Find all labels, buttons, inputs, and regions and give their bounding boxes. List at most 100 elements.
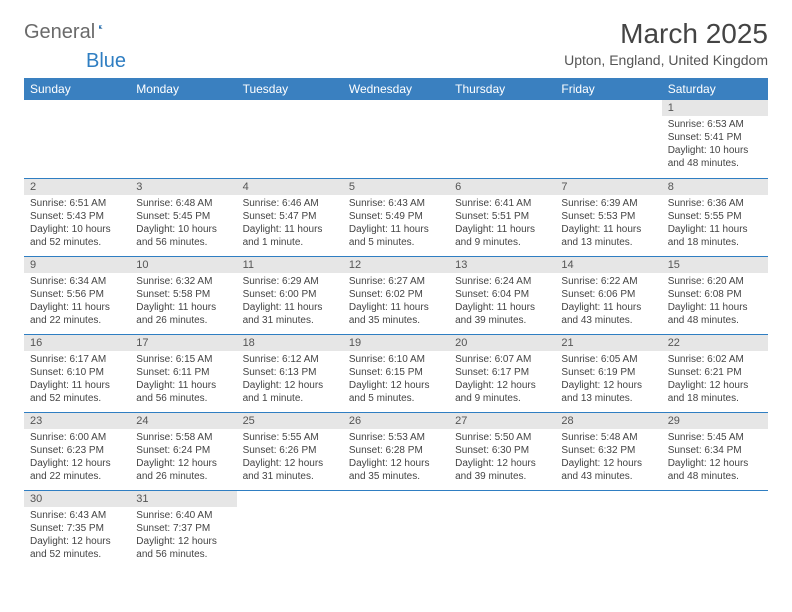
day-details: Sunrise: 5:55 AMSunset: 6:26 PMDaylight:… xyxy=(237,429,343,487)
day-details: Sunrise: 5:45 AMSunset: 6:34 PMDaylight:… xyxy=(662,429,768,487)
sunset-text: Sunset: 5:53 PM xyxy=(561,210,655,223)
daylight2-text: and 13 minutes. xyxy=(561,392,655,405)
sunset-text: Sunset: 6:11 PM xyxy=(136,366,230,379)
day-number: 28 xyxy=(555,413,661,429)
sunset-text: Sunset: 5:55 PM xyxy=(668,210,762,223)
daylight1-text: Daylight: 11 hours xyxy=(243,223,337,236)
calendar-table: SundayMondayTuesdayWednesdayThursdayFrid… xyxy=(24,78,768,568)
week-row: 23Sunrise: 6:00 AMSunset: 6:23 PMDayligh… xyxy=(24,412,768,490)
day-details: Sunrise: 5:53 AMSunset: 6:28 PMDaylight:… xyxy=(343,429,449,487)
sunrise-text: Sunrise: 5:50 AM xyxy=(455,431,549,444)
calendar-body: 1Sunrise: 6:53 AMSunset: 5:41 PMDaylight… xyxy=(24,100,768,568)
daylight1-text: Daylight: 11 hours xyxy=(136,379,230,392)
day-cell: 14Sunrise: 6:22 AMSunset: 6:06 PMDayligh… xyxy=(555,256,661,334)
sunset-text: Sunset: 6:06 PM xyxy=(561,288,655,301)
month-title: March 2025 xyxy=(564,18,768,50)
sunrise-text: Sunrise: 6:43 AM xyxy=(349,197,443,210)
daylight1-text: Daylight: 11 hours xyxy=(349,301,443,314)
sunrise-text: Sunrise: 6:40 AM xyxy=(136,509,230,522)
daylight2-text: and 18 minutes. xyxy=(668,236,762,249)
day-details: Sunrise: 6:05 AMSunset: 6:19 PMDaylight:… xyxy=(555,351,661,409)
sunrise-text: Sunrise: 6:05 AM xyxy=(561,353,655,366)
brand-logo: General xyxy=(24,18,123,46)
daylight2-text: and 43 minutes. xyxy=(561,314,655,327)
day-number: 30 xyxy=(24,491,130,507)
day-details: Sunrise: 6:12 AMSunset: 6:13 PMDaylight:… xyxy=(237,351,343,409)
week-row: 16Sunrise: 6:17 AMSunset: 6:10 PMDayligh… xyxy=(24,334,768,412)
daylight1-text: Daylight: 12 hours xyxy=(30,457,124,470)
day-cell: 9Sunrise: 6:34 AMSunset: 5:56 PMDaylight… xyxy=(24,256,130,334)
daylight2-text: and 35 minutes. xyxy=(349,314,443,327)
daylight1-text: Daylight: 11 hours xyxy=(30,301,124,314)
sunset-text: Sunset: 6:32 PM xyxy=(561,444,655,457)
daylight1-text: Daylight: 12 hours xyxy=(349,457,443,470)
daylight1-text: Daylight: 10 hours xyxy=(668,144,762,157)
daylight1-text: Daylight: 11 hours xyxy=(668,223,762,236)
day-details: Sunrise: 6:43 AMSunset: 7:35 PMDaylight:… xyxy=(24,507,130,565)
day-number: 1 xyxy=(662,100,768,116)
daylight1-text: Daylight: 12 hours xyxy=(561,457,655,470)
day-details: Sunrise: 6:46 AMSunset: 5:47 PMDaylight:… xyxy=(237,195,343,253)
week-row: 30Sunrise: 6:43 AMSunset: 7:35 PMDayligh… xyxy=(24,490,768,568)
sunset-text: Sunset: 6:08 PM xyxy=(668,288,762,301)
daylight1-text: Daylight: 12 hours xyxy=(349,379,443,392)
day-number: 11 xyxy=(237,257,343,273)
daylight2-text: and 31 minutes. xyxy=(243,314,337,327)
day-number: 4 xyxy=(237,179,343,195)
sunrise-text: Sunrise: 6:15 AM xyxy=(136,353,230,366)
day-number: 13 xyxy=(449,257,555,273)
day-details: Sunrise: 6:10 AMSunset: 6:15 PMDaylight:… xyxy=(343,351,449,409)
day-details: Sunrise: 6:17 AMSunset: 6:10 PMDaylight:… xyxy=(24,351,130,409)
daylight2-text: and 48 minutes. xyxy=(668,470,762,483)
day-cell: 27Sunrise: 5:50 AMSunset: 6:30 PMDayligh… xyxy=(449,412,555,490)
sunrise-text: Sunrise: 6:27 AM xyxy=(349,275,443,288)
header: General March 2025 Upton, England, Unite… xyxy=(24,18,768,74)
daylight1-text: Daylight: 12 hours xyxy=(668,379,762,392)
dayheader-monday: Monday xyxy=(130,78,236,100)
day-number: 7 xyxy=(555,179,661,195)
day-number: 15 xyxy=(662,257,768,273)
sunrise-text: Sunrise: 5:53 AM xyxy=(349,431,443,444)
empty-cell xyxy=(24,100,130,178)
day-details: Sunrise: 6:34 AMSunset: 5:56 PMDaylight:… xyxy=(24,273,130,331)
daylight1-text: Daylight: 10 hours xyxy=(30,223,124,236)
day-cell: 16Sunrise: 6:17 AMSunset: 6:10 PMDayligh… xyxy=(24,334,130,412)
day-cell: 1Sunrise: 6:53 AMSunset: 5:41 PMDaylight… xyxy=(662,100,768,178)
day-cell: 6Sunrise: 6:41 AMSunset: 5:51 PMDaylight… xyxy=(449,178,555,256)
day-cell: 23Sunrise: 6:00 AMSunset: 6:23 PMDayligh… xyxy=(24,412,130,490)
sunset-text: Sunset: 5:41 PM xyxy=(668,131,762,144)
day-details: Sunrise: 6:27 AMSunset: 6:02 PMDaylight:… xyxy=(343,273,449,331)
brand-name-a: General xyxy=(24,21,95,44)
daylight2-text: and 5 minutes. xyxy=(349,392,443,405)
sunset-text: Sunset: 5:43 PM xyxy=(30,210,124,223)
day-cell: 18Sunrise: 6:12 AMSunset: 6:13 PMDayligh… xyxy=(237,334,343,412)
day-details: Sunrise: 6:02 AMSunset: 6:21 PMDaylight:… xyxy=(662,351,768,409)
daylight2-text: and 56 minutes. xyxy=(136,548,230,561)
day-number: 2 xyxy=(24,179,130,195)
daylight2-text: and 26 minutes. xyxy=(136,470,230,483)
day-cell: 30Sunrise: 6:43 AMSunset: 7:35 PMDayligh… xyxy=(24,490,130,568)
day-number: 26 xyxy=(343,413,449,429)
daylight2-text: and 56 minutes. xyxy=(136,392,230,405)
day-cell: 29Sunrise: 5:45 AMSunset: 6:34 PMDayligh… xyxy=(662,412,768,490)
day-details: Sunrise: 6:00 AMSunset: 6:23 PMDaylight:… xyxy=(24,429,130,487)
daylight1-text: Daylight: 12 hours xyxy=(136,457,230,470)
daylight1-text: Daylight: 12 hours xyxy=(30,535,124,548)
dayheader-friday: Friday xyxy=(555,78,661,100)
daylight2-text: and 52 minutes. xyxy=(30,548,124,561)
week-row: 2Sunrise: 6:51 AMSunset: 5:43 PMDaylight… xyxy=(24,178,768,256)
day-number: 16 xyxy=(24,335,130,351)
daylight2-text: and 1 minute. xyxy=(243,236,337,249)
sunrise-text: Sunrise: 6:20 AM xyxy=(668,275,762,288)
sunrise-text: Sunrise: 6:02 AM xyxy=(668,353,762,366)
day-number: 22 xyxy=(662,335,768,351)
day-number: 29 xyxy=(662,413,768,429)
dayheader-saturday: Saturday xyxy=(662,78,768,100)
sunrise-text: Sunrise: 5:48 AM xyxy=(561,431,655,444)
day-number: 3 xyxy=(130,179,236,195)
daylight2-text: and 22 minutes. xyxy=(30,314,124,327)
day-details: Sunrise: 6:07 AMSunset: 6:17 PMDaylight:… xyxy=(449,351,555,409)
day-details: Sunrise: 6:24 AMSunset: 6:04 PMDaylight:… xyxy=(449,273,555,331)
daylight2-text: and 31 minutes. xyxy=(243,470,337,483)
daylight1-text: Daylight: 11 hours xyxy=(243,301,337,314)
